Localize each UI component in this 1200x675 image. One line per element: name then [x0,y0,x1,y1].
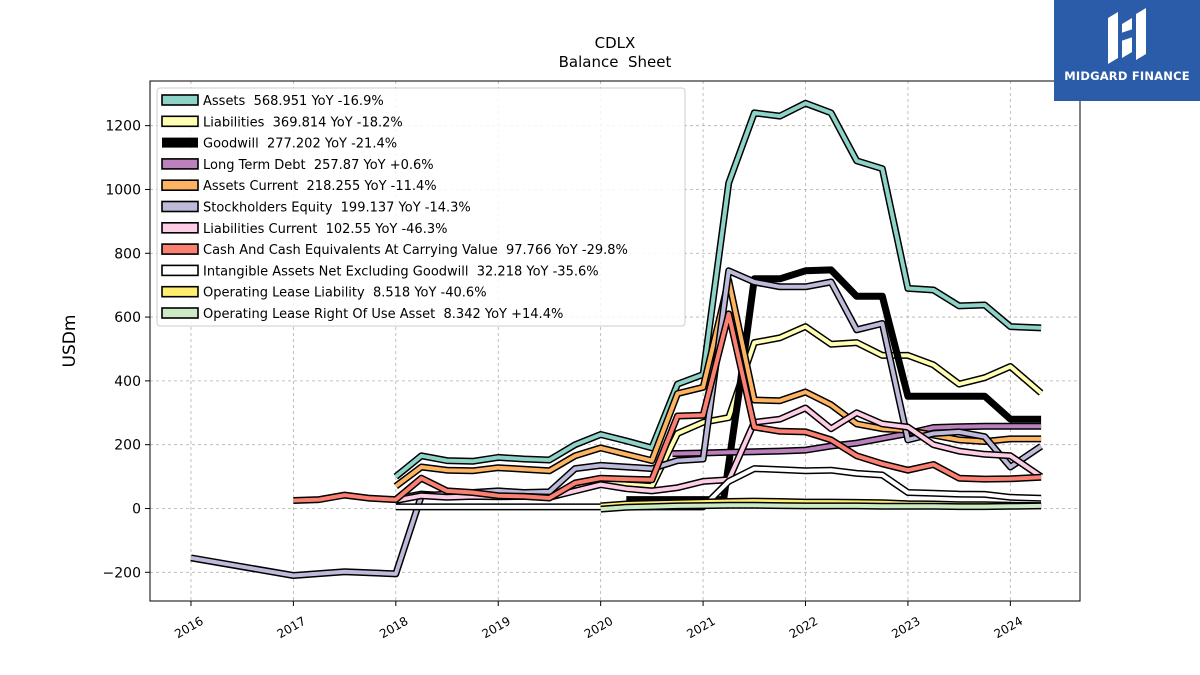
x-tick-label: 2019 [480,614,513,641]
series-7 [293,310,1042,504]
legend-swatch [161,179,199,191]
y-axis-label: USDm [60,315,80,368]
series-line [394,101,1042,479]
legend-label: Goodwill 277.202 YoY -21.4% [203,137,397,152]
x-axis-ticks: 2016 2017 2018 2019 2020 2021 2022 2023 2024 [172,601,1025,641]
chart-title: CDLX [595,34,636,52]
series-line [395,466,1042,509]
legend-label: Liabilities Current 102.55 YoY -46.3% [203,222,447,237]
y-tick-label: 1200 [105,119,141,135]
legend-label: Assets Current 218.255 YoY -11.4% [203,179,437,194]
series-10 [600,501,1042,513]
legend-swatch [161,307,199,319]
series-line [600,503,1042,512]
y-tick-label: 400 [114,374,141,390]
brand-name: MIDGARD FINANCE [1064,69,1190,83]
series-lines [190,99,1044,579]
series-0 [393,99,1042,480]
x-tick-label: 2023 [889,614,922,641]
y-tick-label: 0 [132,501,141,517]
legend-label: Liabilities 369.814 YoY -18.2% [203,115,403,130]
x-tick-label: 2018 [377,614,410,641]
y-tick-label: 200 [114,438,141,454]
y-tick-label: 1000 [105,182,141,198]
x-tick-label: 2022 [787,614,820,641]
midgard-logo-icon [1108,8,1146,64]
chart-subtitle: Balance Sheet [559,53,672,71]
legend-swatch [161,200,199,213]
plot-frame [149,80,1081,602]
x-tick-label: 2021 [684,614,717,641]
legend-swatch [161,222,199,234]
legend-box [156,87,686,327]
legend-swatch [161,264,199,277]
legend-swatch [161,243,199,255]
x-tick-label: 2016 [172,614,205,641]
y-tick-label: 800 [114,246,141,262]
legend-swatch [161,158,199,170]
brand-logo: MIDGARD FINANCE [1054,0,1200,101]
legend-label: Intangible Assets Net Excluding Goodwill… [203,264,599,279]
legend-swatch [161,115,199,128]
series-line [293,311,1042,503]
y-tick-label: 600 [114,310,141,326]
legend-label: Operating Lease Liability 8.518 YoY -40.… [203,286,487,301]
legend-label: Operating Lease Right Of Use Asset 8.342… [203,307,563,322]
series-8 [395,465,1042,511]
legend-swatch [162,137,198,148]
x-tick-label: 2017 [275,614,308,641]
legend-label: Cash And Cash Equivalents At Carrying Va… [203,243,628,258]
legend: Assets 568.951 YoY -16.9% Liabilities 369… [156,87,686,327]
x-tick-label: 2020 [582,614,615,641]
legend-label: Long Term Debt 257.87 YoY +0.6% [203,158,434,173]
legend-swatch [161,94,199,106]
legend-label: Stockholders Equity 199.137 YoY -14.3% [203,201,471,216]
legend-label: Assets 568.951 YoY -16.9% [203,94,384,109]
y-tick-label: −200 [103,565,141,581]
x-tick-label: 2024 [992,614,1025,641]
legend-swatch [161,285,199,298]
y-axis-ticks: −200 0 200 400 600 800 1000 1200 [103,119,150,581]
